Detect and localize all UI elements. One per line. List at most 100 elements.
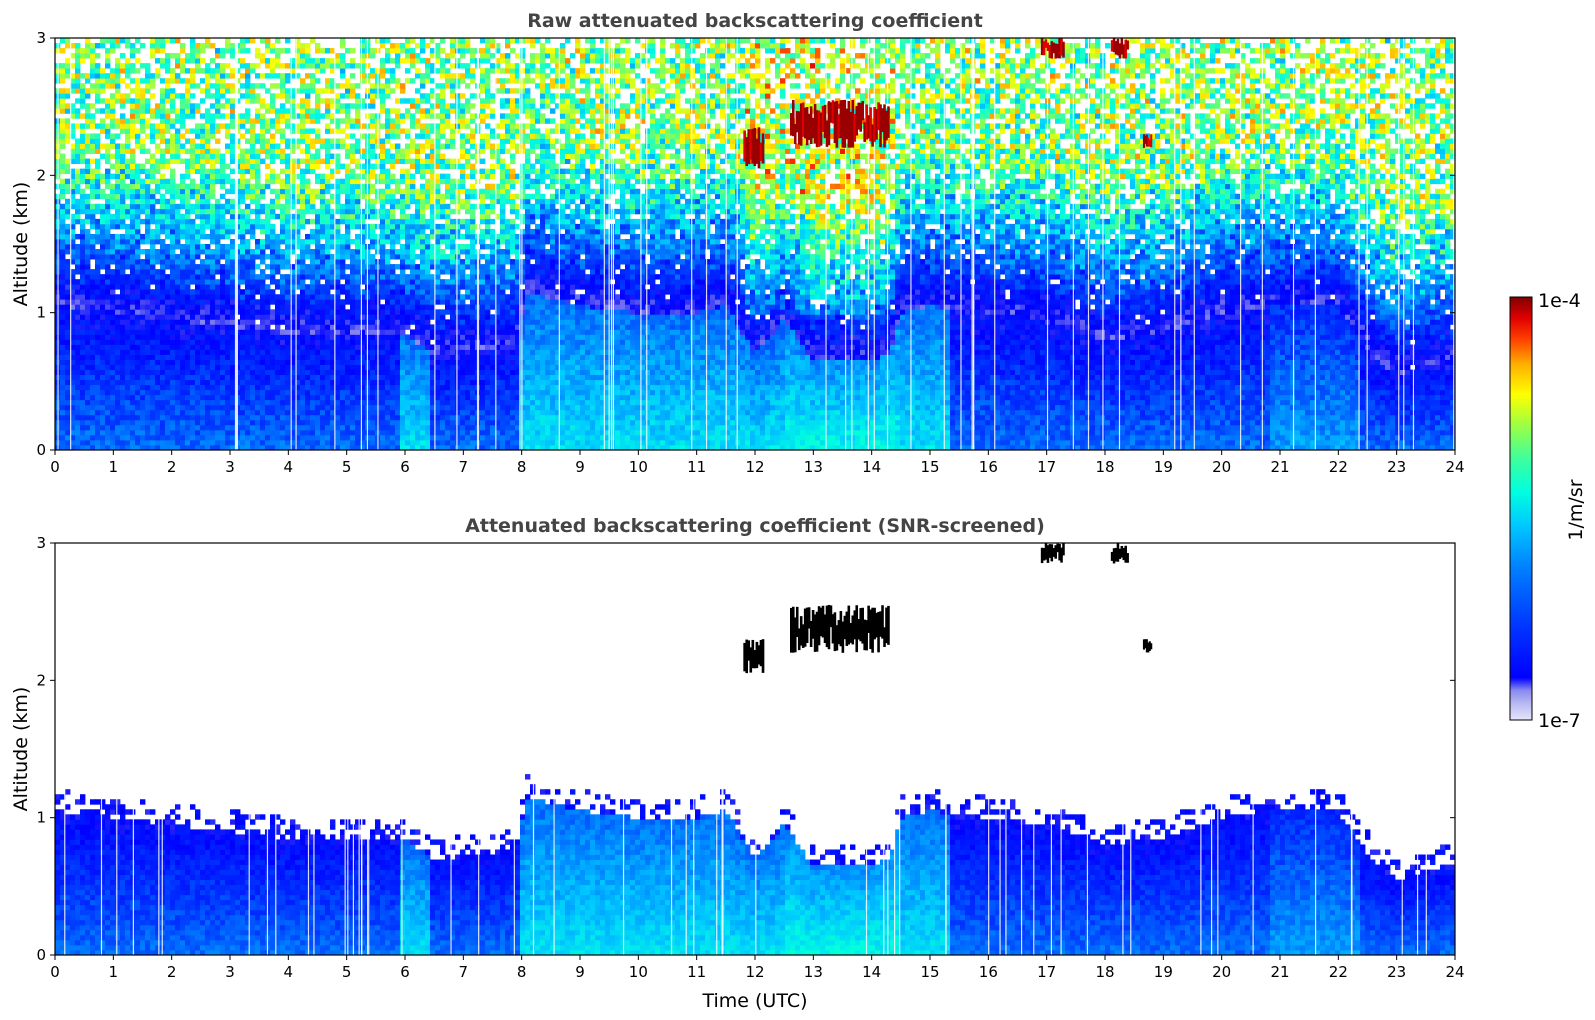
heatmap-cell: [250, 319, 256, 325]
heatmap-cell: [245, 183, 251, 190]
heatmap-cell: [330, 359, 336, 365]
heatmap-cell: [370, 404, 376, 411]
heatmap-cell: [385, 118, 391, 124]
heatmap-cell: [75, 78, 81, 84]
heatmap-cell: [370, 374, 376, 381]
heatmap-cell: [80, 218, 86, 225]
heatmap-cell: [385, 279, 391, 285]
heatmap-cell: [85, 399, 91, 406]
heatmap-cell: [380, 344, 386, 350]
heatmap-cell: [135, 98, 141, 104]
heatmap-cell: [125, 38, 131, 44]
heatmap-cell: [195, 399, 201, 406]
heatmap-cell: [85, 123, 91, 129]
heatmap-cell: [145, 329, 151, 335]
heatmap-cell: [225, 314, 231, 320]
heatmap-cell: [90, 43, 96, 49]
heatmap-cell: [265, 213, 271, 220]
heatmap-cell: [245, 389, 251, 396]
heatmap-cell: [130, 103, 136, 109]
heatmap-cell: [160, 294, 166, 300]
heatmap-cell: [110, 274, 116, 280]
heatmap-cell: [315, 369, 321, 376]
heatmap-cell: [285, 143, 291, 149]
heatmap-cell: [240, 349, 246, 355]
heatmap-cell: [360, 349, 366, 355]
heatmap-cell: [345, 254, 351, 260]
heatmap-cell: [150, 208, 156, 215]
heatmap-cell: [205, 309, 211, 315]
heatmap-cell: [220, 354, 226, 360]
heatmap-cell: [275, 213, 281, 220]
heatmap-cell: [395, 304, 401, 310]
heatmap-cell: [120, 434, 126, 441]
heatmap-cell: [305, 304, 311, 310]
heatmap-cell: [170, 409, 176, 416]
heatmap-cell: [185, 284, 191, 290]
heatmap-cell: [405, 394, 411, 401]
heatmap-cell: [105, 123, 111, 129]
heatmap-cell: [390, 359, 396, 365]
heatmap-cell: [400, 419, 406, 426]
heatmap-cell: [125, 314, 131, 320]
heatmap-cell: [315, 163, 321, 170]
heatmap-cell: [305, 344, 311, 350]
heatmap-cell: [210, 113, 216, 119]
heatmap-cell: [335, 349, 341, 355]
heatmap-cell: [210, 314, 216, 320]
heatmap-cell: [105, 208, 111, 215]
heatmap-cell: [315, 138, 321, 144]
heatmap-cell: [195, 269, 201, 275]
heatmap-cell: [255, 439, 261, 446]
heatmap-cell: [180, 244, 186, 250]
heatmap-cell: [140, 238, 146, 245]
heatmap-cell: [330, 244, 336, 250]
heatmap-cell: [265, 103, 271, 109]
heatmap-cell: [145, 309, 151, 315]
heatmap-cell: [70, 354, 76, 360]
heatmap-cell: [315, 108, 321, 114]
heatmap-cell: [80, 233, 86, 240]
heatmap-cell: [145, 193, 151, 200]
heatmap-cell: [125, 289, 131, 295]
heatmap-cell: [380, 284, 386, 290]
heatmap-cell: [65, 118, 71, 124]
heatmap-cell: [120, 389, 126, 396]
heatmap-cell: [200, 168, 206, 175]
heatmap-cell: [110, 193, 116, 200]
heatmap-cell: [345, 284, 351, 290]
heatmap-cell: [335, 193, 341, 200]
heatmap-cell: [195, 289, 201, 295]
heatmap-cell: [400, 284, 406, 290]
heatmap-cell: [300, 364, 306, 371]
heatmap-cell: [115, 238, 121, 245]
heatmap-cell: [85, 148, 91, 154]
heatmap-cell: [90, 73, 96, 79]
heatmap-cell: [150, 133, 156, 139]
heatmap-cell: [135, 429, 141, 436]
heatmap-cell: [370, 228, 376, 235]
heatmap-cell: [200, 123, 206, 129]
heatmap-cell: [330, 218, 336, 225]
heatmap-cell: [305, 63, 311, 69]
heatmap-cell: [165, 123, 171, 129]
heatmap-cell: [275, 259, 281, 265]
heatmap-cell: [370, 188, 376, 195]
heatmap-cell: [390, 304, 396, 310]
heatmap-cell: [225, 63, 231, 69]
heatmap-cell: [290, 384, 296, 391]
heatmap-cell: [325, 163, 331, 170]
heatmap-cell: [60, 394, 66, 401]
heatmap-cell: [140, 43, 146, 49]
heatmap-cell: [125, 188, 131, 195]
heatmap-cell: [90, 424, 96, 431]
heatmap-cell: [325, 113, 331, 119]
heatmap-cell: [110, 113, 116, 119]
heatmap-cell: [175, 394, 181, 401]
heatmap-cell: [305, 409, 311, 416]
heatmap-cell: [345, 414, 351, 421]
heatmap-cell: [250, 93, 256, 99]
heatmap-cell: [310, 434, 316, 441]
heatmap-cell: [350, 153, 356, 159]
heatmap-cell: [315, 153, 321, 159]
